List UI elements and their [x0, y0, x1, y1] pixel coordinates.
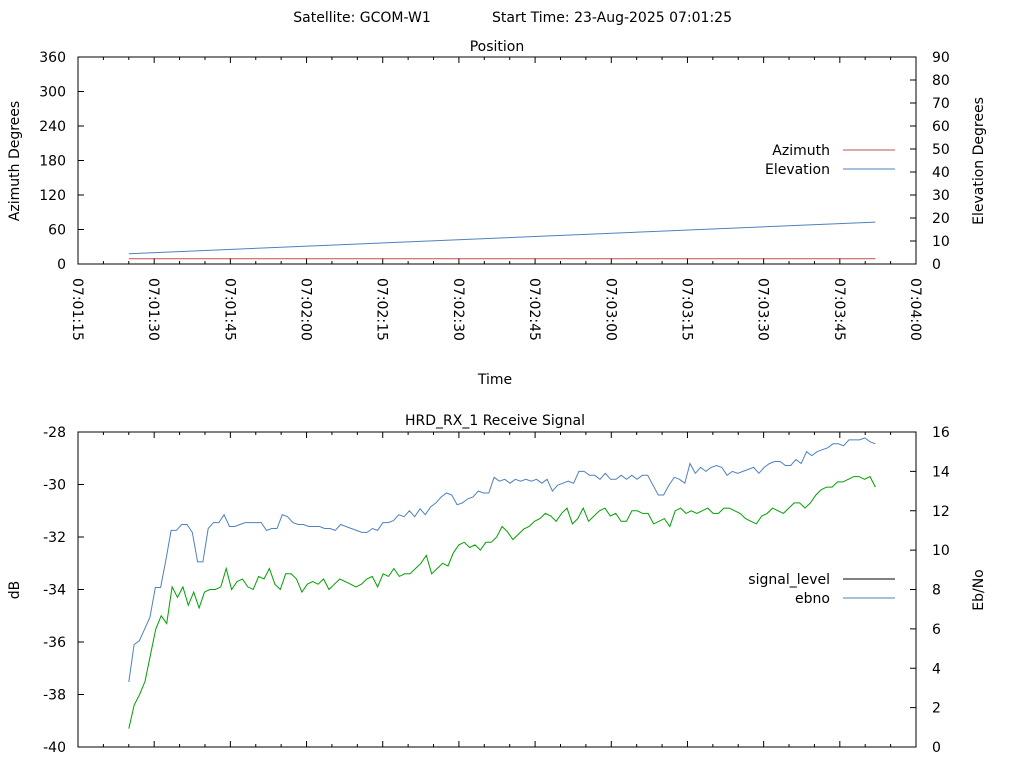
position-chart-title: Position: [470, 39, 525, 55]
signal-y2-axis-label: Eb/No: [971, 569, 987, 611]
signal-y2-ticks: 0 2 4 6 8 10 12 14 16: [910, 425, 950, 756]
y-tick-label: 120: [39, 188, 66, 204]
legend-label: signal_level: [748, 572, 830, 588]
position-y2-ticks: 0 10 20 30 40 50 60 70 80 90: [910, 50, 950, 273]
x-tick-label: 07:03:15: [678, 278, 694, 341]
position-x-axis-label: Time: [477, 372, 512, 388]
y-tick-label: -40: [43, 740, 66, 756]
satellite-label: Satellite: GCOM-W1: [293, 10, 430, 26]
y2-tick-label: 30: [932, 188, 950, 204]
y-tick-label: 300: [39, 85, 66, 101]
y2-tick-label: 6: [932, 622, 941, 638]
y2-tick-label: 80: [932, 73, 950, 89]
y2-tick-label: 4: [932, 661, 941, 677]
signal-chart-title: HRD_RX_1 Receive Signal: [405, 413, 585, 429]
y2-tick-label: 60: [932, 119, 950, 135]
signal-y-axis-label: dB: [7, 581, 23, 600]
y2-tick-label: 50: [932, 142, 950, 158]
y-tick-label: 240: [39, 119, 66, 135]
legend-label: ebno: [795, 591, 830, 607]
position-y2-axis-label: Elevation Degrees: [971, 97, 987, 225]
y2-tick-label: 0: [932, 740, 941, 756]
y2-tick-label: 0: [932, 257, 941, 273]
y-tick-label: -34: [43, 583, 66, 599]
y2-tick-label: 8: [932, 583, 941, 599]
y2-tick-label: 70: [932, 96, 950, 112]
y2-tick-label: 40: [932, 165, 950, 181]
y-tick-label: 180: [39, 154, 66, 170]
y-tick-label: -32: [43, 530, 66, 546]
position-chart: Position Azimuth Degrees Elevation Degre…: [7, 39, 987, 388]
signal-x-ticks: [77, 432, 917, 747]
x-tick-label: 07:03:30: [755, 278, 771, 341]
legend-label: Elevation: [765, 162, 830, 178]
y2-tick-label: 10: [932, 234, 950, 250]
y-tick-label: -38: [43, 688, 66, 704]
x-tick-label: 07:02:45: [526, 278, 542, 341]
position-legend: Azimuth Elevation: [765, 143, 895, 178]
legend-label: Azimuth: [772, 143, 830, 159]
position-y-axis-label: Azimuth Degrees: [7, 101, 23, 221]
position-series: [128, 221, 876, 260]
series-line-elevation: [128, 221, 876, 255]
y-tick-label: 0: [57, 257, 66, 273]
signal-y-ticks: -40 -38 -36 -34 -32 -30 -28: [43, 425, 84, 756]
y-tick-label: -30: [43, 478, 66, 494]
y2-tick-label: 12: [932, 504, 950, 520]
y2-tick-label: 20: [932, 211, 950, 227]
x-tick-label: 07:01:15: [69, 278, 85, 341]
y-tick-label: 360: [39, 50, 66, 66]
y-tick-label: 60: [48, 223, 66, 239]
series-line-ebno: [128, 437, 876, 683]
y2-tick-label: 90: [932, 50, 950, 66]
start-time-label: Start Time: 23-Aug-2025 07:01:25: [492, 10, 732, 26]
y2-tick-label: 16: [932, 425, 950, 441]
x-tick-label: 07:02:00: [298, 278, 314, 341]
x-tick-label: 07:01:45: [221, 278, 237, 341]
y-tick-label: -28: [43, 425, 66, 441]
x-tick-label: 07:02:15: [374, 278, 390, 341]
signal-series: [128, 437, 876, 729]
position-x-ticks: 07:01:15 07:01:30 07:01:45 07:02:00 07:02:15…: [69, 57, 923, 341]
x-tick-label: 07:02:30: [450, 278, 466, 341]
series-line-green-trace: [128, 475, 876, 729]
x-tick-label: 07:03:45: [831, 278, 847, 341]
signal-chart: HRD_RX_1 Receive Signal dB Eb/No -40-38-…: [7, 413, 987, 756]
position-plot-frame: [77, 56, 917, 265]
y2-tick-label: 2: [932, 701, 941, 717]
y2-tick-label: 14: [932, 464, 950, 480]
y2-tick-label: 10: [932, 543, 950, 559]
position-y-ticks: 0 60 120 180 240 300 360: [39, 50, 84, 273]
y-tick-label: -36: [43, 635, 66, 651]
x-tick-label: 07:01:30: [145, 278, 161, 341]
x-tick-label: 07:03:00: [602, 278, 618, 341]
x-tick-label: 07:04:00: [907, 278, 923, 341]
